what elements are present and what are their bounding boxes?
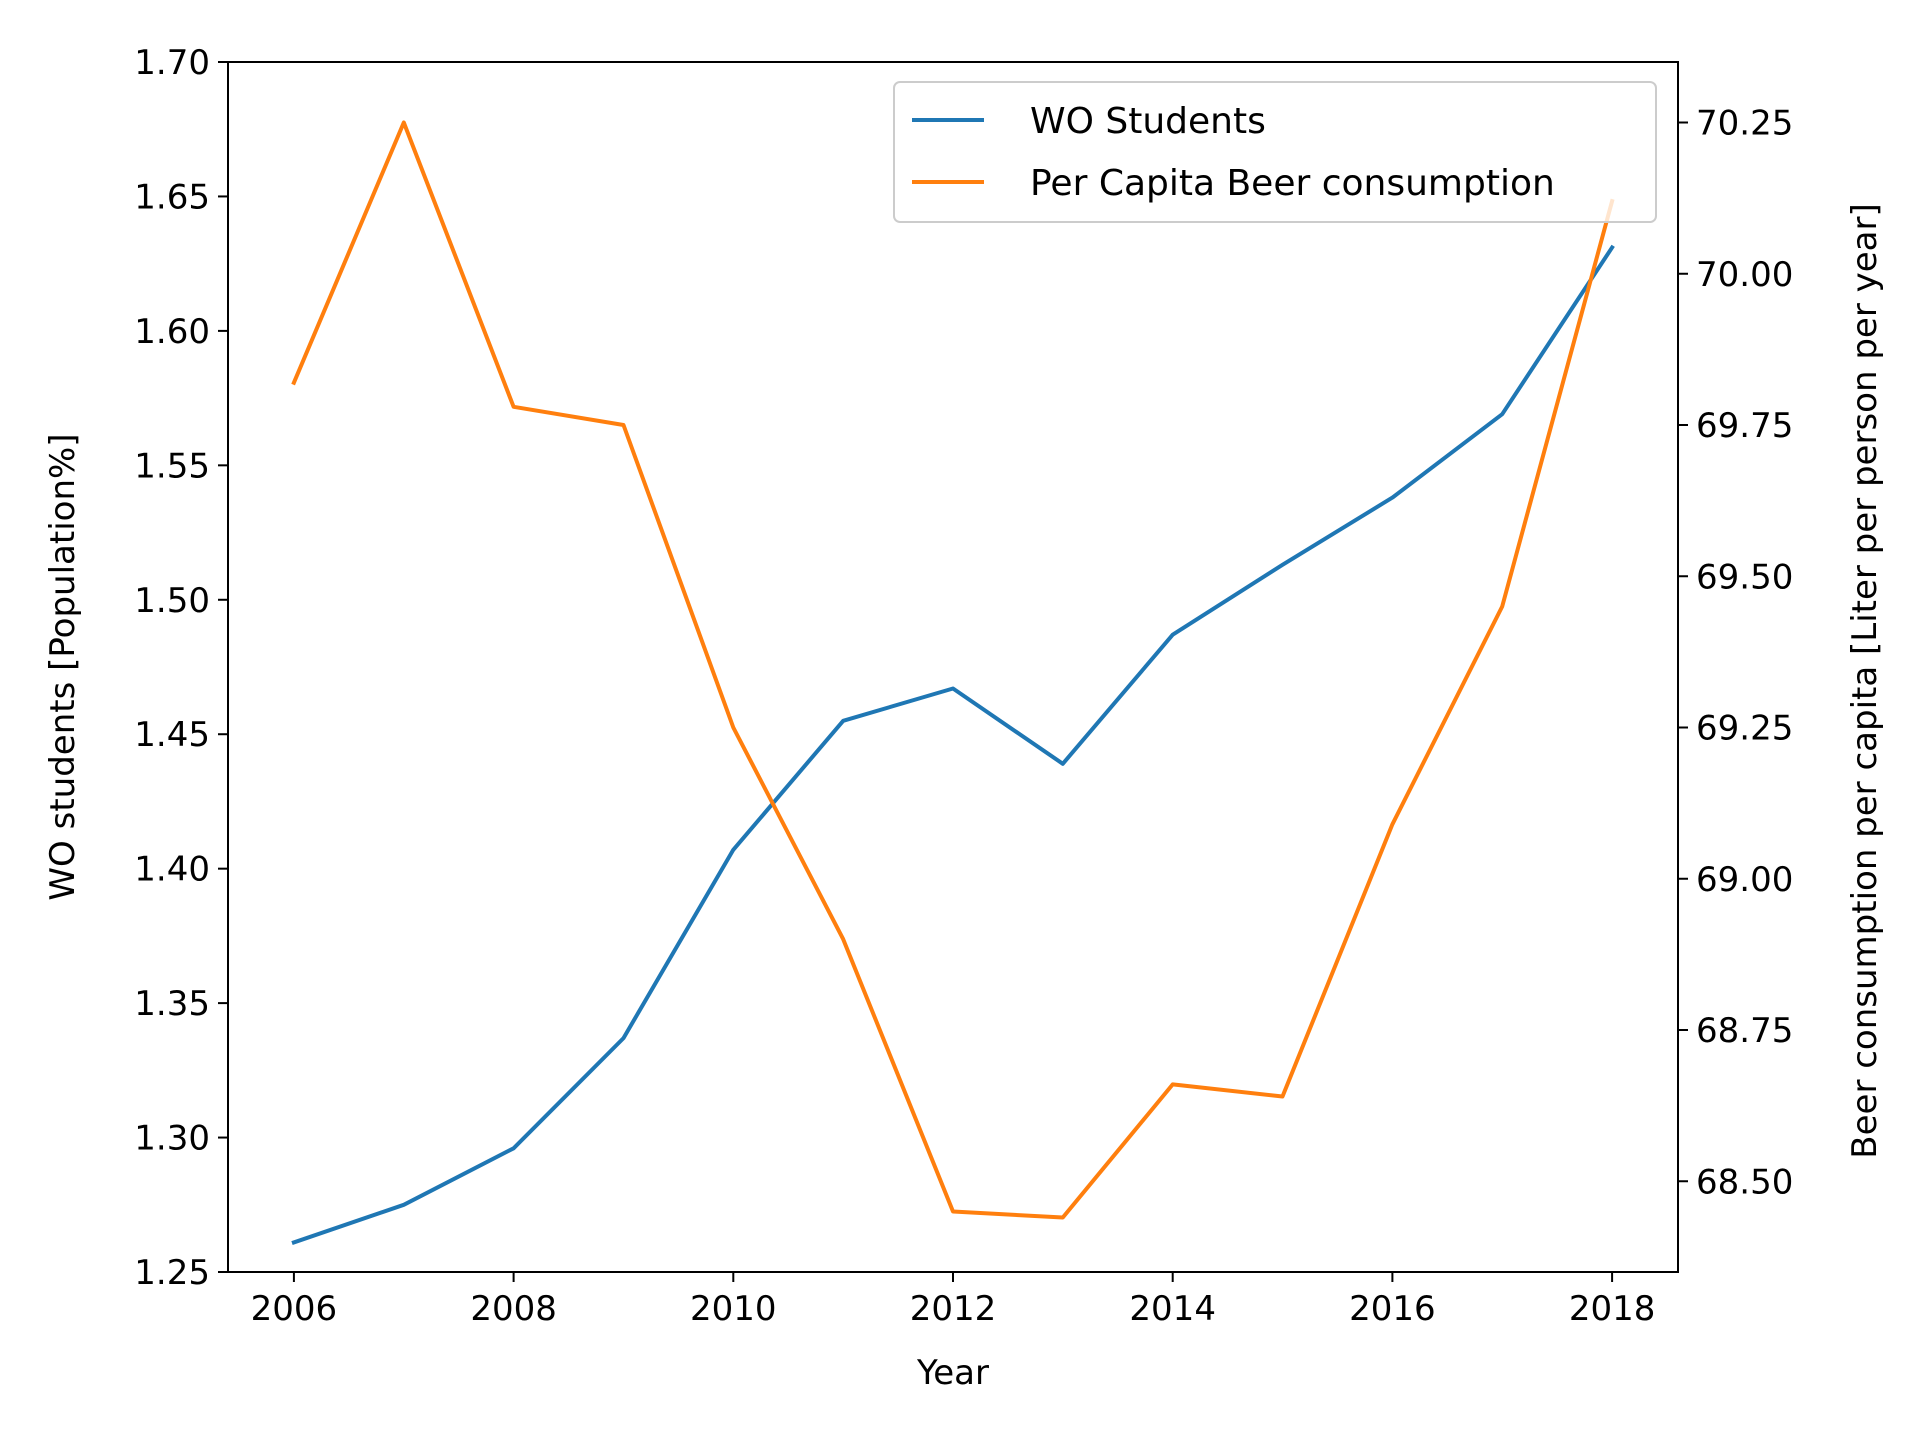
- left-y-tick-label-1.40: 1.40: [134, 850, 210, 890]
- right-y-tick-label-69.75: 69.75: [1696, 406, 1793, 446]
- left-y-tick-label-1.30: 1.30: [134, 1119, 210, 1159]
- legend-label-wo-students: WO Students: [1030, 101, 1266, 142]
- x-tick-label-2014: 2014: [1129, 1289, 1216, 1329]
- left-y-tick-label-1.50: 1.50: [134, 581, 210, 621]
- left-y-tick-label-1.70: 1.70: [134, 43, 210, 83]
- left-y-tick-label-1.25: 1.25: [134, 1253, 210, 1293]
- x-tick-label-2008: 2008: [470, 1289, 557, 1329]
- right-y-axis-title: Beer consumption per capita [Liter per p…: [1845, 203, 1885, 1158]
- right-y-tick-label-68.75: 68.75: [1696, 1011, 1793, 1051]
- x-axis-title: Year: [916, 1353, 989, 1393]
- x-tick-label-2006: 2006: [251, 1289, 338, 1329]
- x-tick-label-2018: 2018: [1569, 1289, 1656, 1329]
- x-axis: 2006 2008 2010 2012 2014 2016 2018: [251, 1272, 1656, 1329]
- series-line-1: [291, 120, 1615, 1220]
- legend-box: [893, 81, 1657, 223]
- right-y-tick-label-68.50: 68.50: [1696, 1162, 1793, 1202]
- legend-label-beer-consumption: Per Capita Beer consumption: [1030, 163, 1555, 204]
- right-y-tick-label-69.50: 69.50: [1696, 557, 1793, 597]
- right-y-tick-label-70.00: 70.00: [1696, 255, 1793, 295]
- right-y-tick-label-69.00: 69.00: [1696, 860, 1793, 900]
- legend: WO Students Per Capita Beer consumption: [893, 81, 1657, 223]
- x-tick-label-2012: 2012: [910, 1289, 997, 1329]
- left-y-axis: 1.25 1.30 1.35 1.40 1.45 1.50 1.55 1.60 1.65 1.70: [134, 43, 228, 1293]
- left-y-tick-label-1.55: 1.55: [134, 446, 210, 486]
- right-y-tick-label-70.25: 70.25: [1696, 104, 1793, 144]
- series-line-0: [291, 244, 1615, 1245]
- left-y-axis-title: WO students [Population%]: [43, 433, 83, 900]
- left-y-tick-label-1.45: 1.45: [134, 715, 210, 755]
- left-y-tick-label-1.60: 1.60: [134, 312, 210, 352]
- left-y-tick-label-1.65: 1.65: [134, 177, 210, 217]
- x-tick-label-2010: 2010: [690, 1289, 777, 1329]
- left-y-tick-label-1.35: 1.35: [134, 984, 210, 1024]
- right-y-axis: 68.50 68.75 69.00 69.25 69.50 69.75 70.00 70.25: [1678, 104, 1793, 1202]
- x-tick-label-2016: 2016: [1349, 1289, 1436, 1329]
- series-layer: [291, 120, 1615, 1245]
- right-y-tick-label-69.25: 69.25: [1696, 709, 1793, 749]
